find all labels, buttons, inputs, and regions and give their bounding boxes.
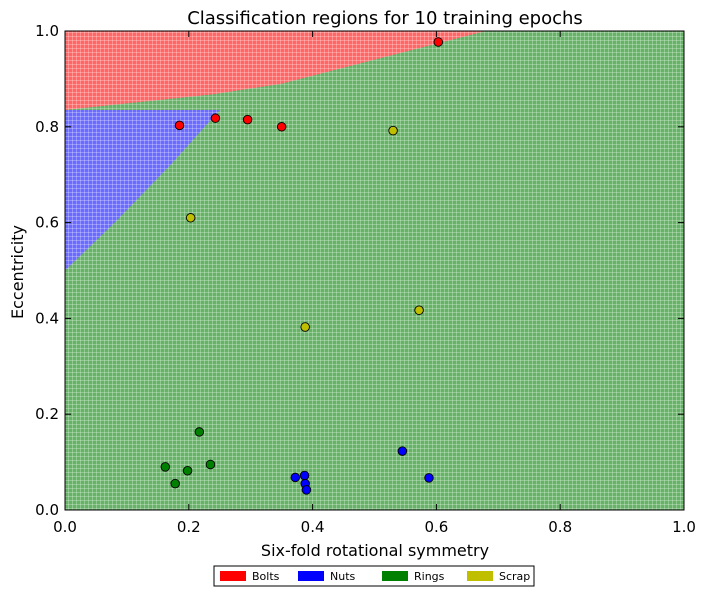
point-nuts	[397, 446, 408, 456]
legend-label-scrap: Scrap	[499, 570, 530, 583]
x-axis-label: Six-fold rotational symmetry	[261, 541, 489, 560]
point-scrap	[414, 305, 424, 316]
legend-swatch-rings	[382, 571, 408, 581]
x-tick-label: 0.6	[424, 518, 448, 536]
legend-label-nuts: Nuts	[330, 570, 356, 583]
x-tick-label: 0.2	[177, 518, 201, 536]
legend-label-bolts: Bolts	[252, 570, 280, 583]
legend-label-rings: Rings	[414, 570, 445, 583]
point-bolts	[242, 114, 253, 125]
point-rings	[182, 465, 193, 476]
point-scrap	[388, 125, 398, 136]
chart-title: Classification regions for 10 training e…	[187, 8, 583, 29]
y-tick-label: 0.2	[35, 405, 59, 423]
point-rings	[205, 459, 216, 470]
legend-swatch-bolts	[220, 571, 246, 581]
legend-swatch-scrap	[467, 571, 493, 581]
point-bolts	[276, 122, 287, 132]
x-tick-label: 0.8	[548, 518, 572, 536]
y-tick-label: 0.0	[35, 501, 59, 519]
plot-frame	[64, 30, 685, 511]
y-tick-label: 1.0	[35, 22, 59, 40]
point-rings	[170, 478, 180, 489]
point-nuts	[290, 472, 301, 483]
y-tick-label: 0.4	[35, 309, 59, 327]
y-axis-label: Eccentricity	[8, 225, 27, 319]
region-texture	[65, 31, 684, 510]
y-tick-label: 0.8	[35, 118, 59, 136]
y-tick-label: 0.6	[35, 214, 59, 232]
x-tick-label: 0.0	[53, 518, 77, 536]
legend-box	[213, 565, 535, 587]
point-bolts	[433, 37, 444, 47]
point-rings	[160, 462, 171, 472]
x-tick-label: 1.0	[672, 518, 696, 536]
legend-swatch-nuts	[298, 571, 324, 581]
point-rings	[194, 427, 205, 437]
legend: Bolts Nuts Rings Scrap	[213, 565, 535, 587]
point-bolts	[210, 113, 221, 123]
point-nuts	[299, 470, 310, 481]
point-bolts	[174, 120, 185, 131]
point-nuts	[424, 473, 434, 483]
x-axis-ticks: 0.0 0.2 0.4 0.6 0.8 1.0	[53, 31, 696, 536]
point-scrap	[185, 213, 196, 223]
y-axis-ticks: 0.0 0.2 0.4 0.6 0.8 1.0	[35, 22, 684, 519]
x-tick-label: 0.4	[301, 518, 325, 536]
data-points	[160, 37, 444, 495]
point-scrap	[300, 322, 310, 332]
point-nuts	[301, 485, 312, 495]
